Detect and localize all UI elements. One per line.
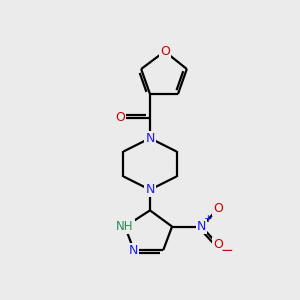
Text: −: − xyxy=(221,243,233,258)
Text: NH: NH xyxy=(116,220,134,233)
Text: N: N xyxy=(145,132,155,145)
Text: O: O xyxy=(160,45,170,58)
Text: O: O xyxy=(116,111,125,124)
Text: N: N xyxy=(129,244,139,256)
Text: N: N xyxy=(145,183,155,196)
Text: +: + xyxy=(204,214,212,224)
Text: O: O xyxy=(213,202,223,215)
Text: O: O xyxy=(213,238,223,251)
Text: N: N xyxy=(197,220,206,233)
